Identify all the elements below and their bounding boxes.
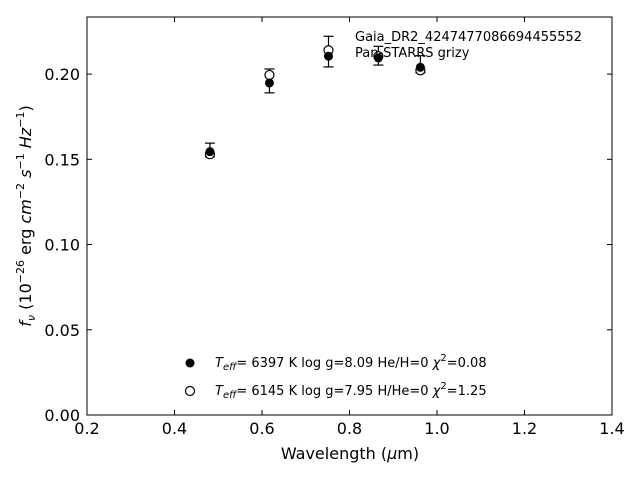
legend-marker-open	[184, 385, 196, 397]
model-point-filled	[415, 62, 425, 72]
legend-entry-2-logg: log g=7.95	[301, 384, 373, 399]
x-axis-label-pre: Wavelength (	[281, 444, 387, 463]
y-tick-label: 0.00	[44, 406, 80, 425]
y-tick-label: 0.20	[44, 65, 80, 84]
x-tick-label: 1.2	[512, 419, 537, 438]
legend-marker-filled	[185, 358, 195, 368]
plot-area	[204, 35, 426, 160]
x-axis-label: Wavelength (μm)	[281, 444, 419, 463]
legend-entry-2: Teff= 6145 K log g=7.95 H/He=0 χ2=1.25	[215, 381, 487, 401]
legend: Teff= 6397 K log g=8.09 He/H=0 χ2=0.08 T…	[184, 353, 487, 401]
legend-entry-2-teff: 6145 K	[251, 384, 297, 399]
legend-entry-1-chi2: =0.08	[447, 356, 487, 371]
x-axis-label-mu: μ	[386, 444, 397, 463]
x-tick-label: 0.6	[249, 419, 274, 438]
legend-entry-2-chi2: =1.25	[447, 384, 487, 399]
y-tick-label: 0.10	[44, 236, 80, 255]
legend-entry-1: Teff= 6397 K log g=8.09 He/H=0 χ2=0.08	[215, 353, 487, 373]
legend-entry-1-teff: 6397 K	[251, 356, 297, 371]
x-tick-label: 0.8	[337, 419, 362, 438]
legend-entry-1-comp: He/H=0	[377, 356, 428, 371]
legend-entry-2-comp: H/He=0	[377, 384, 428, 399]
x-tick-label: 1.4	[599, 419, 624, 438]
legend-entry-1-logg: log g=8.09	[301, 356, 373, 371]
model-point-filled	[373, 53, 383, 63]
survey-annotation: Pan-STARRS grizy	[355, 46, 470, 61]
y-tick-label: 0.15	[44, 150, 80, 169]
model-point-open	[264, 69, 275, 81]
y-tick-label: 0.05	[44, 321, 80, 340]
x-axis-label-post: m)	[397, 444, 419, 463]
y-axis-label: fν (10−26 erg cm−2 s−1 Hz−1)	[14, 105, 38, 326]
x-tick-label: 0.2	[74, 419, 99, 438]
x-tick-label: 1.0	[424, 419, 449, 438]
y-axis-ticks: 0.00 0.05 0.10 0.15 0.20	[44, 65, 612, 425]
x-axis-ticks: 0.2 0.4 0.6 0.8 1.0 1.2 1.4	[74, 17, 625, 438]
model-point-filled	[205, 147, 215, 157]
model-point-filled	[264, 78, 274, 88]
model-point-filled	[324, 51, 333, 61]
object-name-annotation: Gaia_DR2_4247477086694455552	[355, 30, 582, 45]
x-tick-label: 0.4	[162, 419, 187, 438]
